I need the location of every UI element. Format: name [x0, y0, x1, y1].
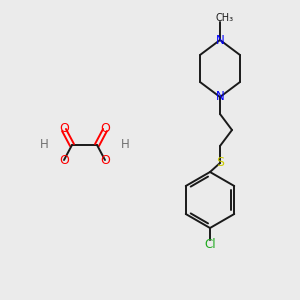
Text: O: O [100, 122, 110, 136]
Text: O: O [59, 122, 69, 136]
Text: H: H [40, 139, 48, 152]
Text: H: H [121, 139, 129, 152]
Text: O: O [100, 154, 110, 167]
Text: O: O [59, 154, 69, 167]
Text: N: N [216, 91, 224, 103]
Text: S: S [216, 157, 224, 169]
Text: Cl: Cl [204, 238, 216, 251]
Text: N: N [216, 34, 224, 46]
Text: CH₃: CH₃ [216, 13, 234, 23]
